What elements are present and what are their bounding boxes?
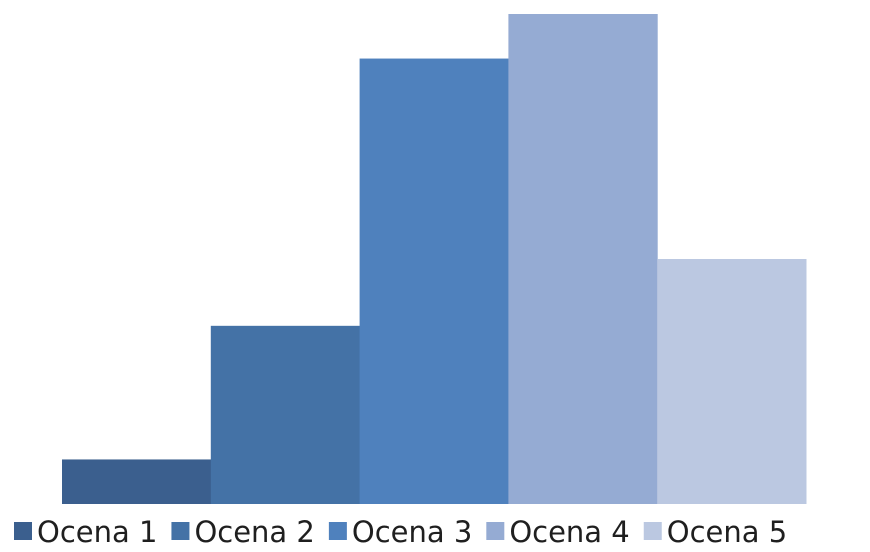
legend-item-ocena-3: Ocena 3 (328, 515, 472, 549)
legend-swatch (171, 522, 190, 540)
bar-ocena-5 (657, 259, 807, 504)
legend-item-ocena-1: Ocena 1 (14, 515, 157, 549)
bar-ocena-1 (62, 459, 212, 504)
legend-item-ocena-4: Ocena 4 (486, 515, 630, 549)
legend-swatch (328, 522, 347, 540)
legend-label: Ocena 5 (667, 515, 787, 549)
legend-label: Ocena 4 (509, 515, 629, 549)
bar-ocena-4 (508, 14, 658, 504)
bars-group (62, 14, 807, 505)
legend-label: Ocena 1 (37, 515, 157, 549)
legend-swatch (14, 522, 32, 540)
legend-item-ocena-2: Ocena 2 (171, 515, 315, 549)
legend-item-ocena-5: Ocena 5 (643, 515, 787, 549)
legend-label: Ocena 2 (194, 515, 314, 549)
bar-ocena-2 (210, 325, 361, 504)
bar-ocena-3 (359, 58, 509, 505)
legend-label: Ocena 3 (352, 515, 472, 549)
legend: Ocena 1 Ocena 2 Ocena 3 Ocena 4 Ocena 5 (14, 515, 787, 549)
legend-swatch (643, 522, 662, 540)
legend-swatch (486, 522, 505, 540)
